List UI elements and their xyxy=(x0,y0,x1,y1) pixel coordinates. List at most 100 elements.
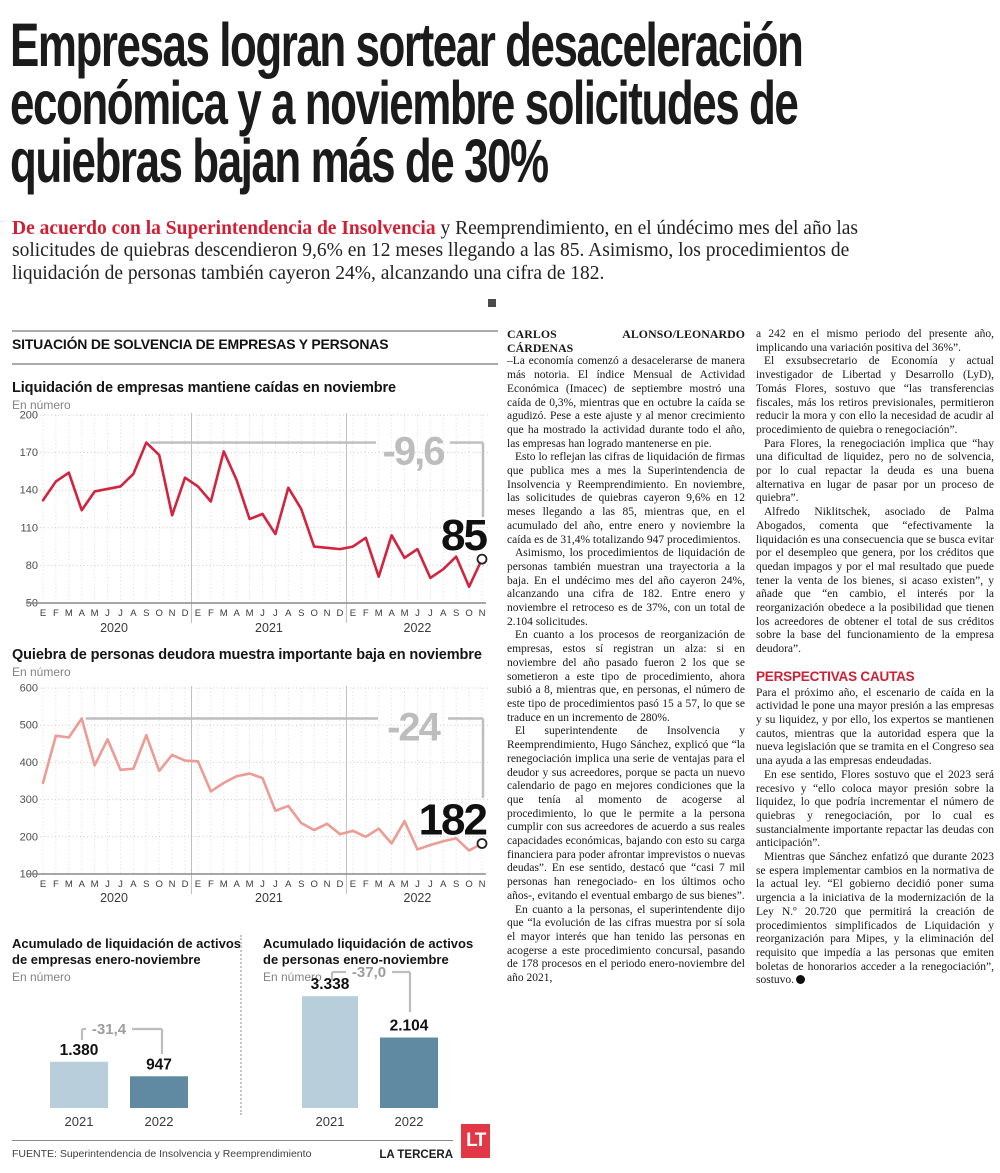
chart1-subtitle: En número xyxy=(12,398,71,412)
paragraph: En cuanto a la personas, el superintende… xyxy=(507,903,745,985)
bar1-subtitle: En número xyxy=(12,970,71,984)
month-label: J xyxy=(273,879,278,890)
paragraph: Alfredo Niklitschek, asociado de Palma A… xyxy=(756,506,994,656)
paragraph: Esto lo reflejan las cifras de liquidaci… xyxy=(507,451,745,546)
paragraph: –La economía comenzó a desacelerarse de … xyxy=(507,355,745,450)
series-line xyxy=(41,441,484,589)
month-label: D xyxy=(182,879,189,890)
bar-category-label: 2021 xyxy=(316,1114,345,1129)
paragraph: El superintendente de Insolvencia y Reem… xyxy=(507,725,745,902)
month-label: A xyxy=(440,608,447,619)
month-label: E xyxy=(195,879,201,890)
year-label: 2020 xyxy=(100,891,128,905)
month-label: N xyxy=(324,608,331,619)
month-label: M xyxy=(220,608,228,619)
y-tick-label: 140 xyxy=(20,485,38,497)
bar-value-label: 2.104 xyxy=(390,1018,429,1035)
y-tick-label: 170 xyxy=(20,447,38,459)
month-label: M xyxy=(375,608,383,619)
callout-change-label: -37,0 xyxy=(352,964,386,981)
paragraph: Asimismo, los procedimientos de liquidac… xyxy=(507,547,745,628)
month-label: A xyxy=(388,879,395,890)
month-label: O xyxy=(156,879,163,890)
end-marker-circle xyxy=(476,553,488,565)
month-label: J xyxy=(260,879,265,890)
month-label: S xyxy=(453,608,459,619)
paragraph: El exsubsecretario de Economía y actual … xyxy=(756,355,994,436)
bar1-title: Acumulado de liquidación de activos de e… xyxy=(12,936,241,967)
y-tick-label: 80 xyxy=(26,560,38,572)
month-label: J xyxy=(428,879,433,890)
month-label: A xyxy=(79,608,86,619)
y-tick-label: 110 xyxy=(20,522,38,534)
paragraph: Para el próximo año, el escenario de caí… xyxy=(756,686,994,768)
bar-value-label: 1.380 xyxy=(60,1042,99,1059)
end-value-label: 85 xyxy=(441,511,487,560)
month-label: E xyxy=(40,608,46,619)
bar-charts-divider xyxy=(240,935,242,1115)
month-label: S xyxy=(453,879,459,890)
year-label: 2022 xyxy=(404,891,432,905)
bar xyxy=(380,1037,438,1108)
month-label: M xyxy=(65,879,73,890)
kicker-top-rule xyxy=(12,330,498,332)
month-label: F xyxy=(363,879,369,890)
month-label: E xyxy=(40,879,46,890)
infographic-kicker: SITUACIÓN DE SOLVENCIA DE EMPRESAS Y PER… xyxy=(12,336,389,352)
month-label: O xyxy=(465,608,472,619)
y-tick-label: 300 xyxy=(20,794,38,806)
chart2-subtitle: En número xyxy=(12,665,71,679)
month-label: D xyxy=(182,608,189,619)
month-label: J xyxy=(118,608,123,619)
bar-category-label: 2022 xyxy=(145,1114,174,1129)
bar2-subtitle: En número xyxy=(263,970,322,984)
y-tick-label: 200 xyxy=(20,831,38,843)
month-label: D xyxy=(337,879,344,890)
month-label: A xyxy=(440,879,447,890)
paragraph: En cuanto a los procesos de reorganizaci… xyxy=(507,629,745,724)
chart1-title: Liquidación de empresas mantiene caídas … xyxy=(12,380,397,396)
month-label: F xyxy=(208,879,214,890)
month-label: J xyxy=(273,608,278,619)
source-note: FUENTE: Superintendencia de Insolvencia … xyxy=(12,1148,312,1160)
month-label: F xyxy=(363,608,369,619)
headline-line-2: económica y a noviembre solicitudes de xyxy=(10,69,799,137)
personal-assets-bar-chart: 3.338 2021 2.104 2022 -37,0 xyxy=(302,964,438,1129)
month-label: O xyxy=(156,608,163,619)
bar-category-label: 2021 xyxy=(65,1114,94,1129)
callout-change-label: -9,6 xyxy=(383,430,445,474)
month-label: S xyxy=(143,608,149,619)
month-label: S xyxy=(298,608,304,619)
month-label: M xyxy=(91,608,99,619)
month-label: J xyxy=(105,879,110,890)
article-end-marker xyxy=(796,975,806,985)
month-label: A xyxy=(285,608,292,619)
month-label: N xyxy=(479,879,486,890)
headline-line-1: Empresas logran sortear desaceleración xyxy=(10,11,804,79)
y-tick-label: 200 xyxy=(20,410,38,422)
bar-value-label: 947 xyxy=(146,1056,172,1073)
y-tick-label: 400 xyxy=(20,757,38,769)
byline: CARLOS ALONSO/LEONARDO CÁRDENAS xyxy=(507,328,745,355)
bar xyxy=(50,1061,108,1108)
callout-change-label: -24 xyxy=(387,706,442,750)
year-label: 2022 xyxy=(404,621,432,635)
la-tercera-logo: LT xyxy=(461,1124,490,1158)
month-label: D xyxy=(337,608,344,619)
month-label: J xyxy=(415,608,420,619)
month-label: M xyxy=(246,879,254,890)
month-label: O xyxy=(310,879,317,890)
month-label: N xyxy=(324,879,331,890)
month-label: N xyxy=(479,608,486,619)
y-tick-label: 600 xyxy=(20,683,38,695)
month-label: J xyxy=(118,879,123,890)
lede: De acuerdo con la Superintendencia de In… xyxy=(12,218,874,286)
paragraph: a 242 en el mismo periodo del presente a… xyxy=(756,328,994,354)
bar2-title: Acumulado liquidación de activos de pers… xyxy=(263,936,474,967)
month-label: M xyxy=(401,608,409,619)
bar-category-label: 2022 xyxy=(395,1114,424,1129)
month-label: M xyxy=(220,879,228,890)
month-label: F xyxy=(53,608,59,619)
